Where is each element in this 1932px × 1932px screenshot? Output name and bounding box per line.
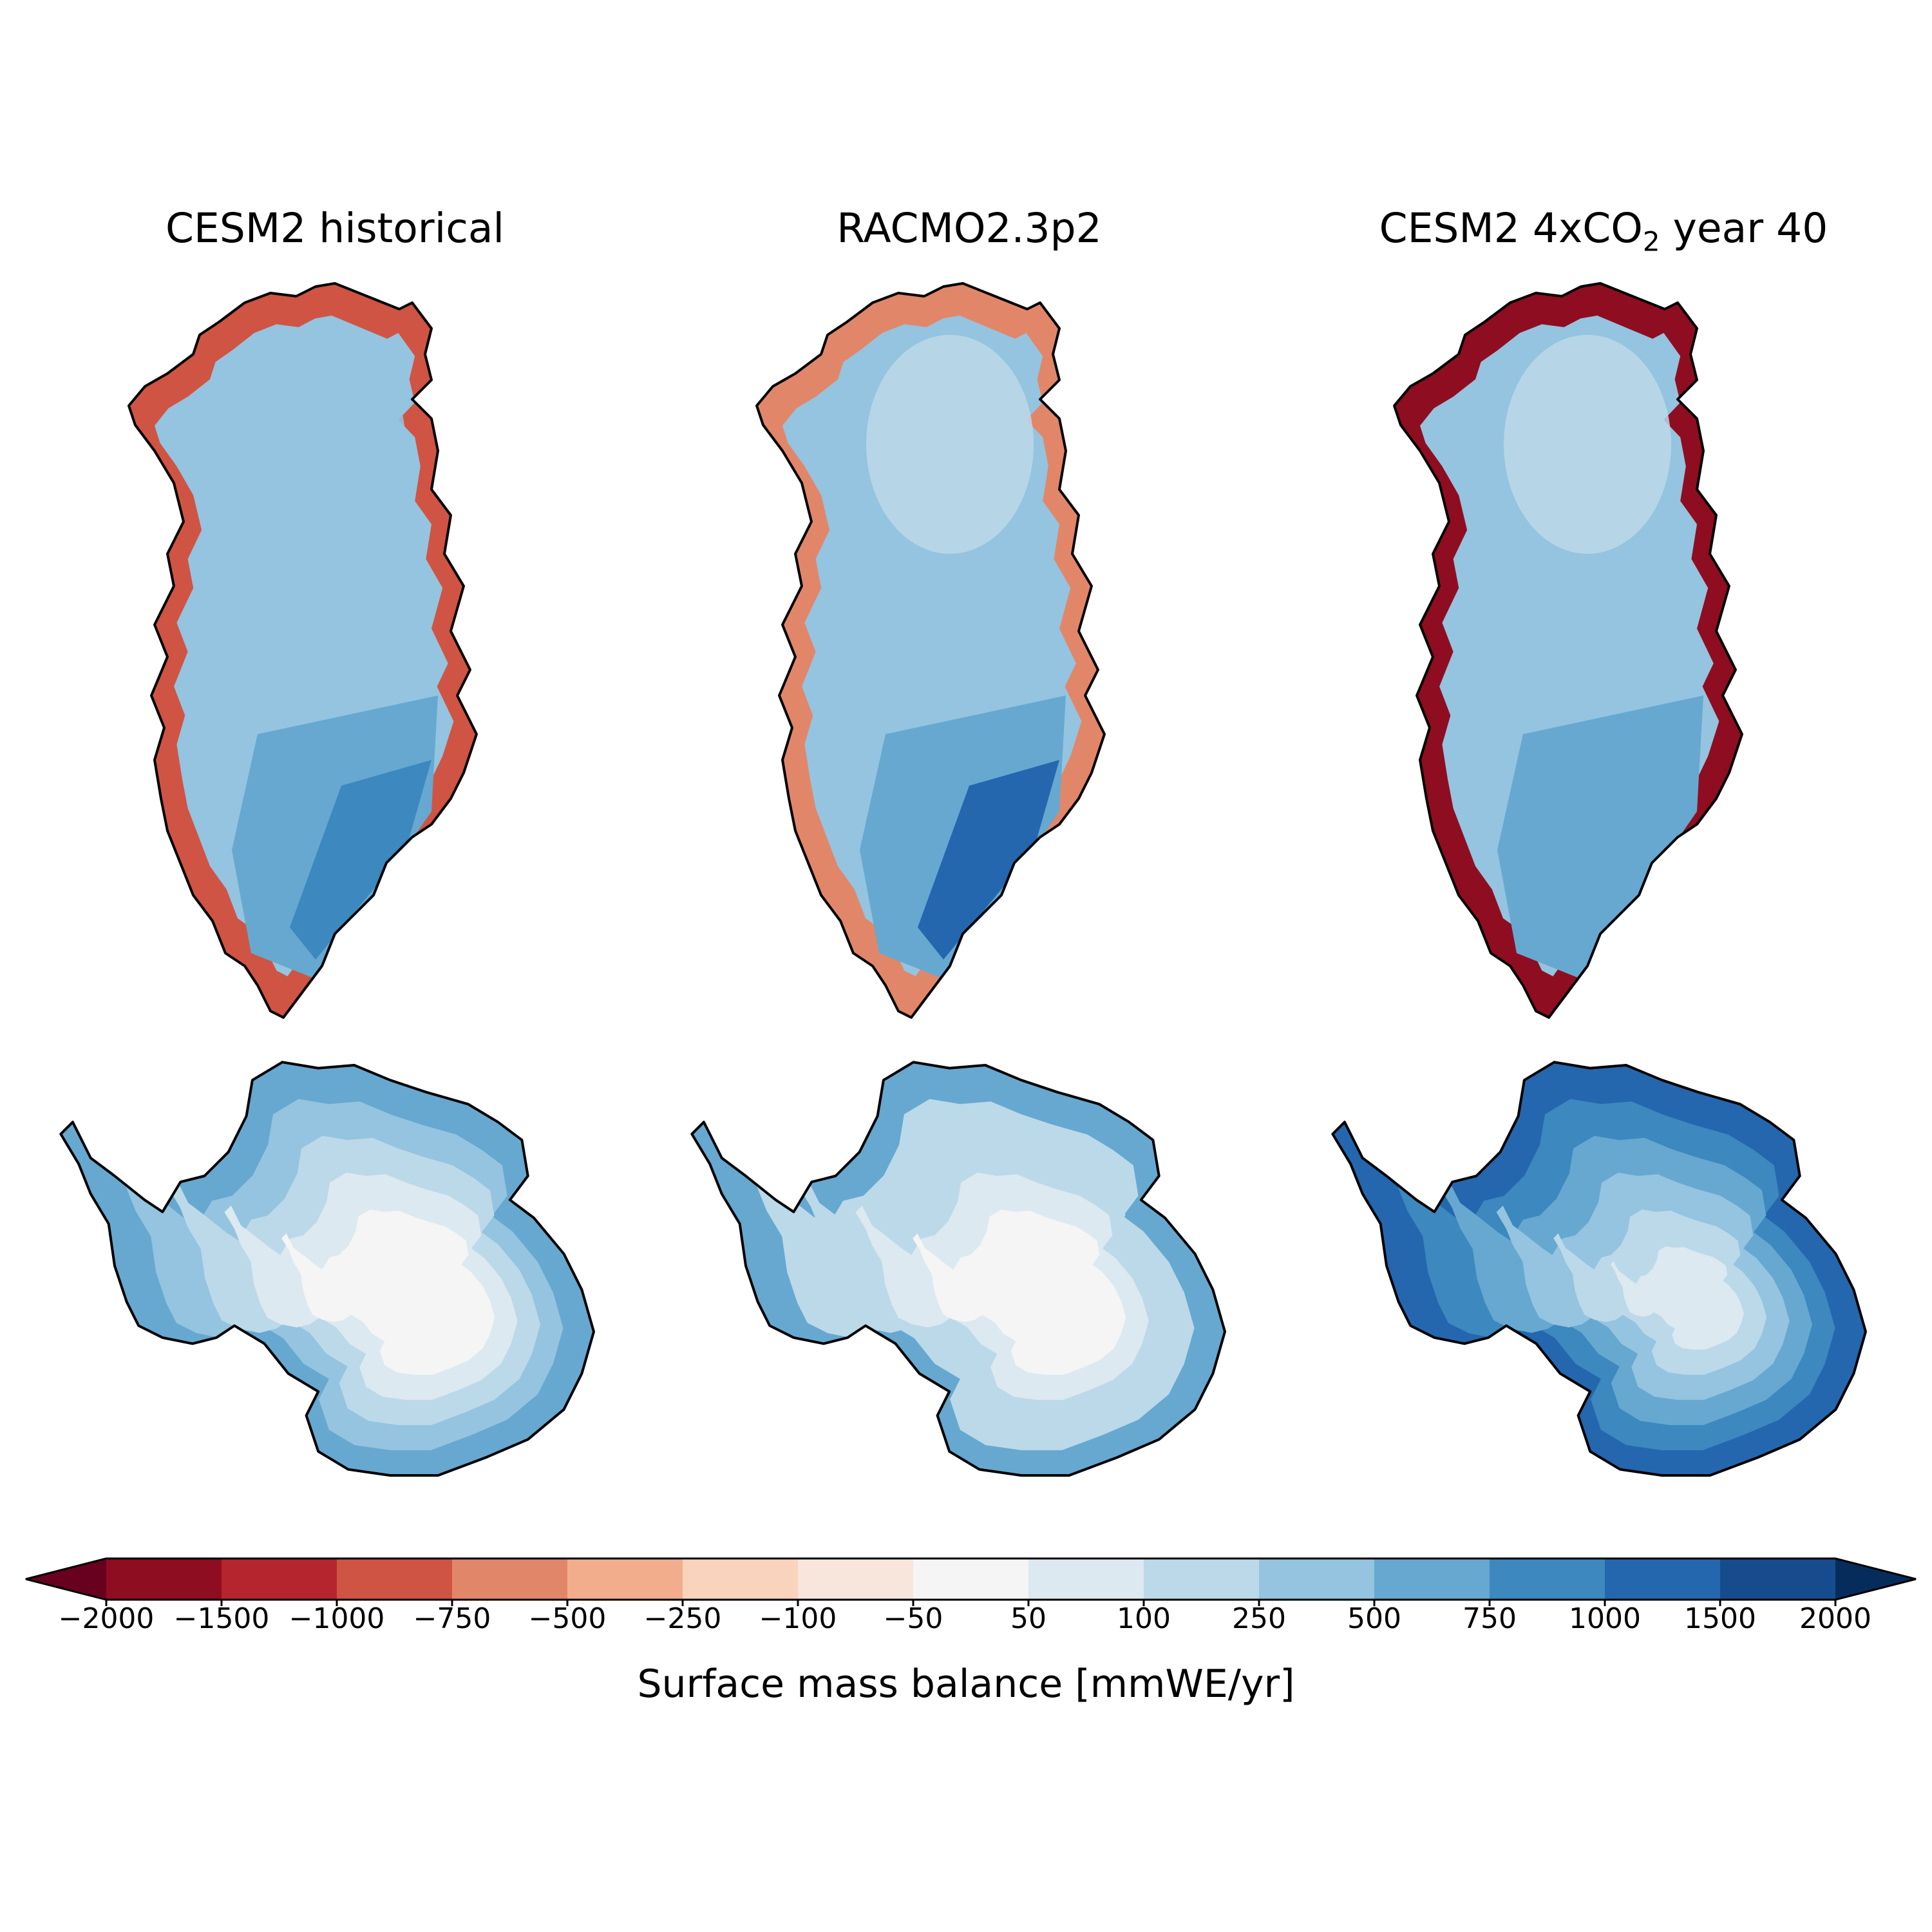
southeast-peak-accumulation (290, 760, 431, 960)
colorbar-tick-label: −250 (643, 1602, 722, 1635)
colorbar-tick-label: −750 (413, 1602, 491, 1635)
colorbar-tick-label: 750 (1463, 1602, 1517, 1635)
colorbar-segment (1490, 1558, 1605, 1600)
panel-title-cesm2-historical: CESM2 historical (166, 205, 504, 252)
antarctica-coastline (1331, 1061, 1867, 1477)
colorbar-segment (1605, 1558, 1721, 1600)
colorbar-segment (798, 1558, 914, 1600)
colorbar-tick-label: 1500 (1684, 1602, 1756, 1635)
interior-low-accumulation (1504, 335, 1671, 554)
colorbar-segment (567, 1558, 683, 1600)
colorbar-segment (1720, 1558, 1836, 1600)
antarctica-map-cesm2-4xco2 (1331, 1061, 1867, 1477)
antarctica-map-racmo (690, 1061, 1226, 1477)
colorbar-segment (1259, 1558, 1375, 1600)
colorbar-tick-label: 500 (1347, 1602, 1401, 1635)
colorbar-segment (913, 1558, 1029, 1600)
colorbar-tick-label: −50 (883, 1602, 943, 1635)
colorbar-tick-label: −1500 (173, 1602, 270, 1635)
southeast-peak-accumulation (1555, 760, 1697, 960)
accumulation-contour (913, 1209, 1126, 1375)
greenland-coastline (1393, 282, 1743, 1019)
greenland-map-cesm2-4xco2 (1393, 282, 1743, 1019)
colorbar-label: Surface mass balance [mmWE/yr] (637, 1662, 1295, 1707)
colorbar-segment (222, 1558, 337, 1600)
colorbar-tick-label: 2000 (1799, 1602, 1871, 1635)
colorbar-tick-label: 50 (1010, 1602, 1046, 1635)
interior-low-accumulation (866, 335, 1034, 554)
colorbar-segment (337, 1558, 453, 1600)
colorbar-segment (1374, 1558, 1490, 1600)
colorbar-segment (106, 1558, 222, 1600)
colorbar-segment (683, 1558, 799, 1600)
antarctica-map-cesm2-historical (59, 1061, 595, 1477)
colorbar-tick-label: 250 (1232, 1602, 1286, 1635)
greenland-coastline (128, 282, 478, 1019)
interior-low-accumulation (238, 335, 406, 554)
colorbar-tick-label: −1000 (289, 1602, 385, 1635)
colorbar-segment (1144, 1558, 1260, 1600)
greenland-coastline (755, 282, 1106, 1019)
colorbar-extend-low (26, 1558, 106, 1600)
accumulation-contour (1610, 1246, 1744, 1350)
panel-title-cesm2-4xco2: CESM2 4xCO2 year 40 (1379, 205, 1828, 258)
map-panels (59, 282, 1867, 1477)
colorbar-tick-label: −100 (759, 1602, 837, 1635)
accumulation-contour (281, 1209, 495, 1375)
colorbar-tick-label: −500 (528, 1602, 607, 1635)
colorbar-segment (1028, 1558, 1144, 1600)
antarctica-coastline (690, 1061, 1226, 1477)
southeast-peak-accumulation (918, 760, 1059, 960)
colorbar-extend-high (1835, 1558, 1916, 1600)
greenland-map-racmo (755, 282, 1106, 1019)
colorbar-tick-label: 100 (1117, 1602, 1171, 1635)
antarctica-coastline (59, 1061, 595, 1477)
greenland-map-cesm2-historical (128, 282, 478, 1019)
colorbar-tick-label: 1000 (1569, 1602, 1641, 1635)
panel-title-racmo: RACMO2.3p2 (837, 205, 1102, 252)
colorbar-segment (452, 1558, 568, 1600)
colorbar-tick-label: −2000 (58, 1602, 155, 1635)
colorbar (25, 1557, 1917, 1606)
